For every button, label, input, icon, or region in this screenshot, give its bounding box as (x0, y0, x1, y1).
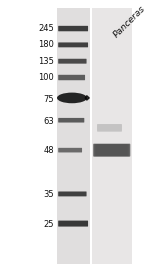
Ellipse shape (57, 92, 87, 103)
FancyBboxPatch shape (97, 145, 127, 156)
Bar (57, 8, 90, 264)
FancyBboxPatch shape (94, 144, 129, 156)
FancyBboxPatch shape (93, 144, 130, 156)
FancyBboxPatch shape (58, 26, 88, 31)
FancyBboxPatch shape (97, 145, 126, 156)
FancyArrow shape (85, 96, 89, 100)
Text: 135: 135 (38, 57, 54, 66)
FancyBboxPatch shape (96, 145, 127, 156)
Text: 180: 180 (38, 40, 54, 50)
FancyBboxPatch shape (94, 144, 130, 156)
FancyBboxPatch shape (94, 144, 129, 156)
FancyBboxPatch shape (58, 148, 82, 152)
FancyBboxPatch shape (58, 221, 88, 227)
Text: 63: 63 (43, 116, 54, 126)
Text: 245: 245 (38, 24, 54, 33)
FancyBboxPatch shape (58, 59, 87, 64)
FancyBboxPatch shape (96, 144, 128, 156)
Text: 48: 48 (43, 146, 54, 156)
FancyBboxPatch shape (97, 124, 122, 132)
FancyBboxPatch shape (58, 118, 84, 122)
Text: 75: 75 (43, 95, 54, 104)
Bar (92, 8, 132, 264)
Text: 35: 35 (43, 190, 54, 199)
FancyBboxPatch shape (93, 144, 130, 157)
Text: Panceras: Panceras (112, 4, 147, 39)
FancyBboxPatch shape (98, 145, 126, 155)
FancyBboxPatch shape (58, 75, 85, 80)
Text: 25: 25 (44, 220, 54, 229)
FancyBboxPatch shape (58, 42, 88, 47)
FancyBboxPatch shape (58, 191, 87, 196)
FancyBboxPatch shape (96, 144, 128, 156)
FancyBboxPatch shape (95, 144, 128, 156)
Text: 100: 100 (38, 73, 54, 82)
FancyBboxPatch shape (95, 144, 129, 156)
